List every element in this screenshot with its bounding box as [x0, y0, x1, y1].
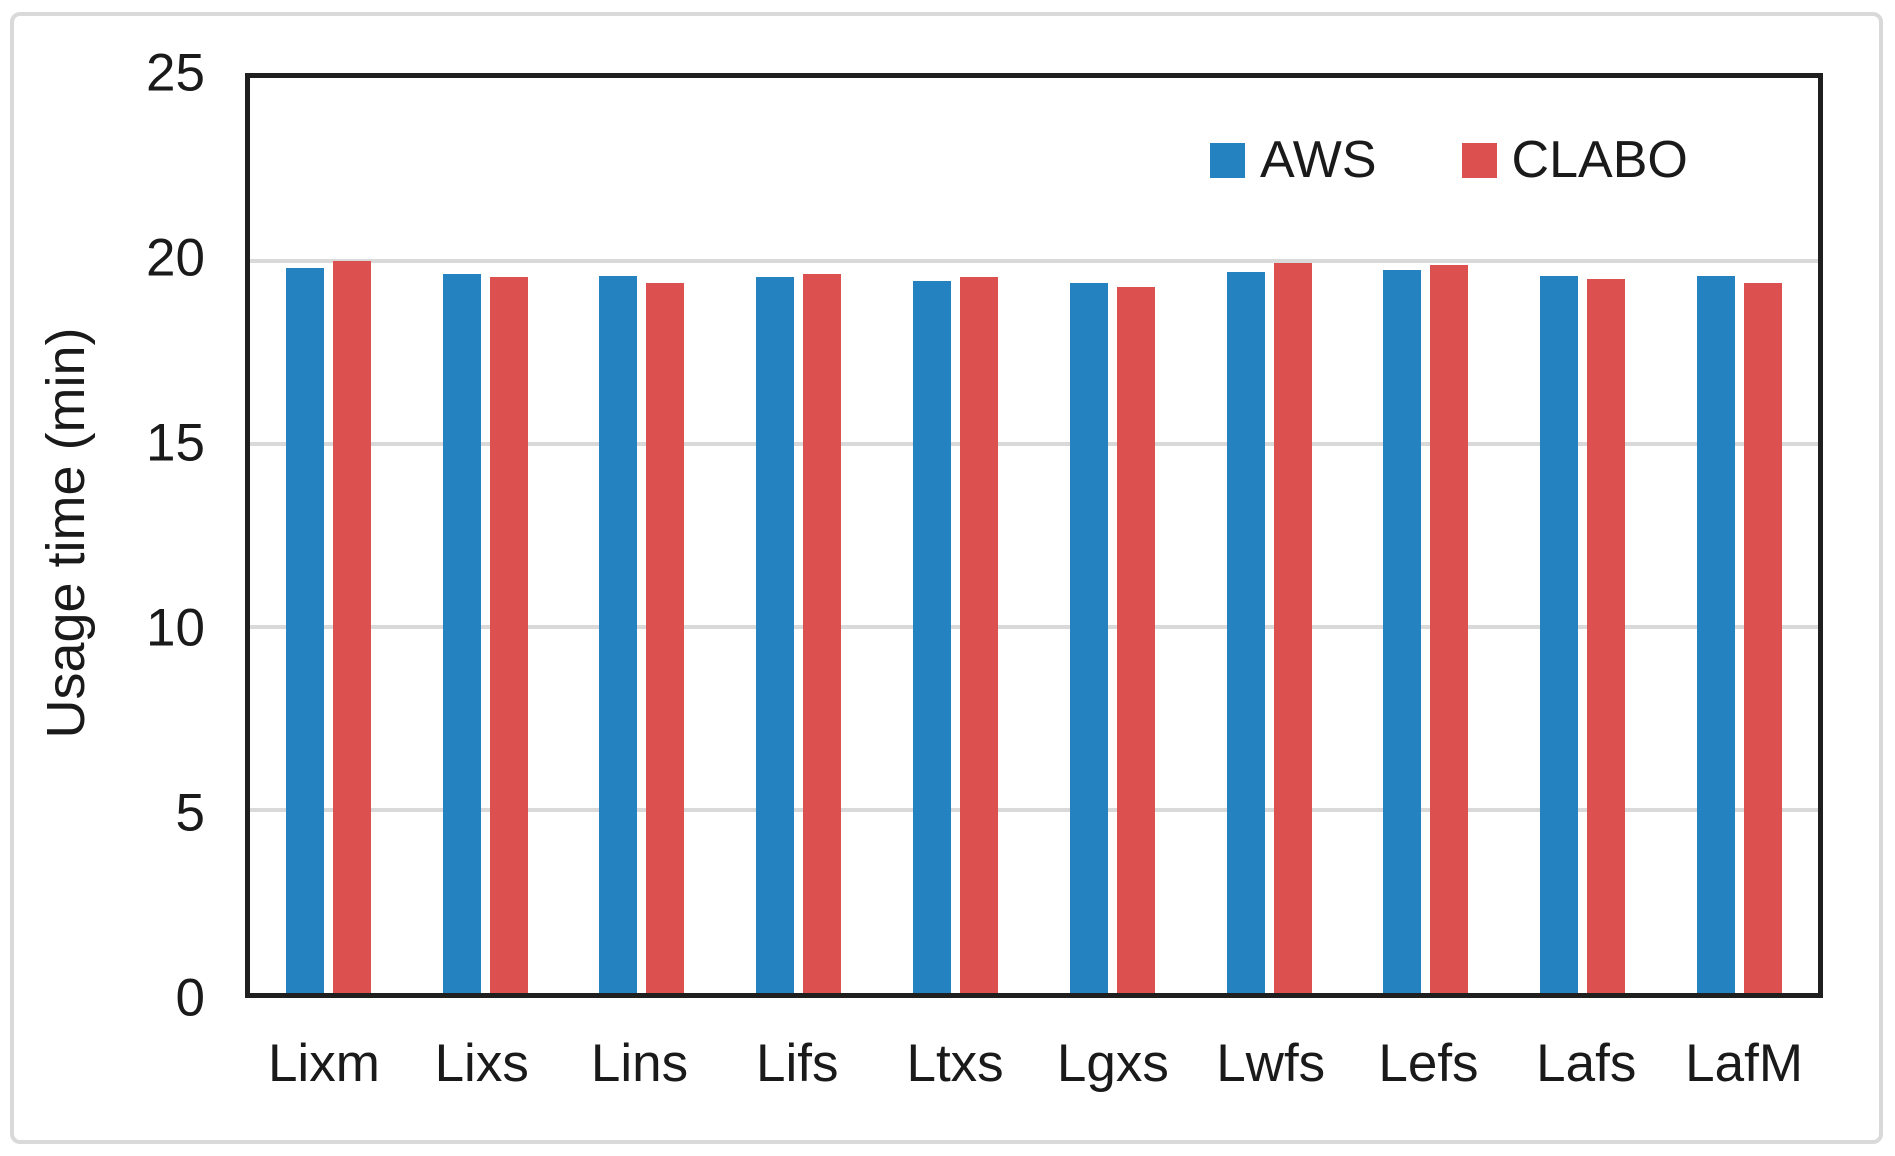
x-axis-category-label-ltxs: Ltxs	[906, 1034, 1004, 1093]
x-axis-category-label-lifs: Lifs	[756, 1034, 839, 1093]
bar-aws-lwfs	[1226, 271, 1265, 993]
y-axis-tick-label: 15	[146, 413, 205, 473]
bar-clabo-lixs	[489, 277, 528, 993]
bar-group-lafm	[1661, 78, 1818, 993]
plot-area: AWS CLABO	[245, 73, 1823, 998]
gridline-y-15	[250, 442, 1818, 446]
legend-item-clabo: CLABO	[1461, 131, 1688, 189]
bar-clabo-lifs	[803, 273, 842, 993]
bar-aws-lixs	[442, 273, 481, 993]
bar-aws-lifs	[756, 277, 795, 993]
bar-clabo-lixm	[332, 261, 371, 993]
bar-aws-lixm	[285, 268, 324, 993]
gridline-y-5	[250, 808, 1818, 812]
x-axis-category-label-lefs: Lefs	[1378, 1034, 1479, 1093]
legend-label-aws: AWS	[1260, 131, 1377, 189]
bar-aws-lafm	[1697, 275, 1736, 993]
y-axis-tick-label: 10	[146, 598, 205, 658]
bar-group-lixm	[250, 78, 407, 993]
bar-clabo-lefs	[1430, 264, 1469, 993]
y-axis-tick-label: 5	[175, 783, 205, 843]
legend-swatch-aws-icon	[1210, 142, 1245, 178]
bar-clabo-lafm	[1744, 282, 1783, 993]
bar-clabo-lgxs	[1116, 286, 1155, 993]
x-axis-category-labels: Lixm Lixs Lins Lifs Ltxs Lgxs Lwfs Lefs Lafs LafM	[245, 1032, 1823, 1096]
bar-group-lgxs	[1034, 78, 1191, 993]
gridline-y-10	[250, 625, 1818, 629]
legend-swatch-clabo-icon	[1461, 142, 1497, 178]
bar-group-ltxs	[877, 78, 1034, 993]
bar-aws-lafs	[1540, 275, 1579, 993]
x-axis-category-label-lwfs: Lwfs	[1216, 1034, 1326, 1093]
bar-clabo-lafs	[1587, 279, 1626, 993]
bar-aws-lgxs	[1069, 282, 1108, 993]
bar-group-lefs	[1348, 78, 1505, 993]
bar-group-lafs	[1504, 78, 1661, 993]
bars-layer	[250, 78, 1818, 993]
x-axis-category-label-lgxs: Lgxs	[1056, 1034, 1169, 1093]
x-axis-category-label-lins: Lins	[590, 1034, 689, 1093]
bar-clabo-ltxs	[960, 277, 999, 993]
bar-clabo-lins	[646, 282, 685, 993]
x-axis-category-label-lafs: Lafs	[1536, 1034, 1637, 1093]
x-axis-category-label-lixm: Lixm	[267, 1034, 380, 1093]
bar-group-lwfs	[1191, 78, 1348, 993]
bar-group-lifs	[720, 78, 877, 993]
bar-group-lins	[564, 78, 721, 993]
y-axis-tick-label: 20	[146, 228, 205, 288]
legend-label-clabo: CLABO	[1511, 131, 1688, 189]
bar-aws-ltxs	[913, 281, 952, 993]
legend-item-aws: AWS	[1210, 134, 1377, 186]
bar-aws-lefs	[1383, 270, 1422, 993]
x-axis-category-label-lafm: LafM	[1685, 1034, 1803, 1093]
y-axis-title: Usage time (min)	[36, 327, 96, 739]
bar-clabo-lwfs	[1273, 262, 1312, 993]
gridline-y-20	[250, 259, 1818, 263]
x-axis-category-label-lixs: Lixs	[434, 1034, 529, 1093]
y-axis-tick-label: 25	[146, 43, 205, 103]
bar-group-lixs	[407, 78, 564, 993]
bar-aws-lins	[599, 275, 638, 993]
legend: AWS CLABO	[1210, 134, 1688, 186]
y-axis-tick-label: 0	[175, 968, 205, 1028]
